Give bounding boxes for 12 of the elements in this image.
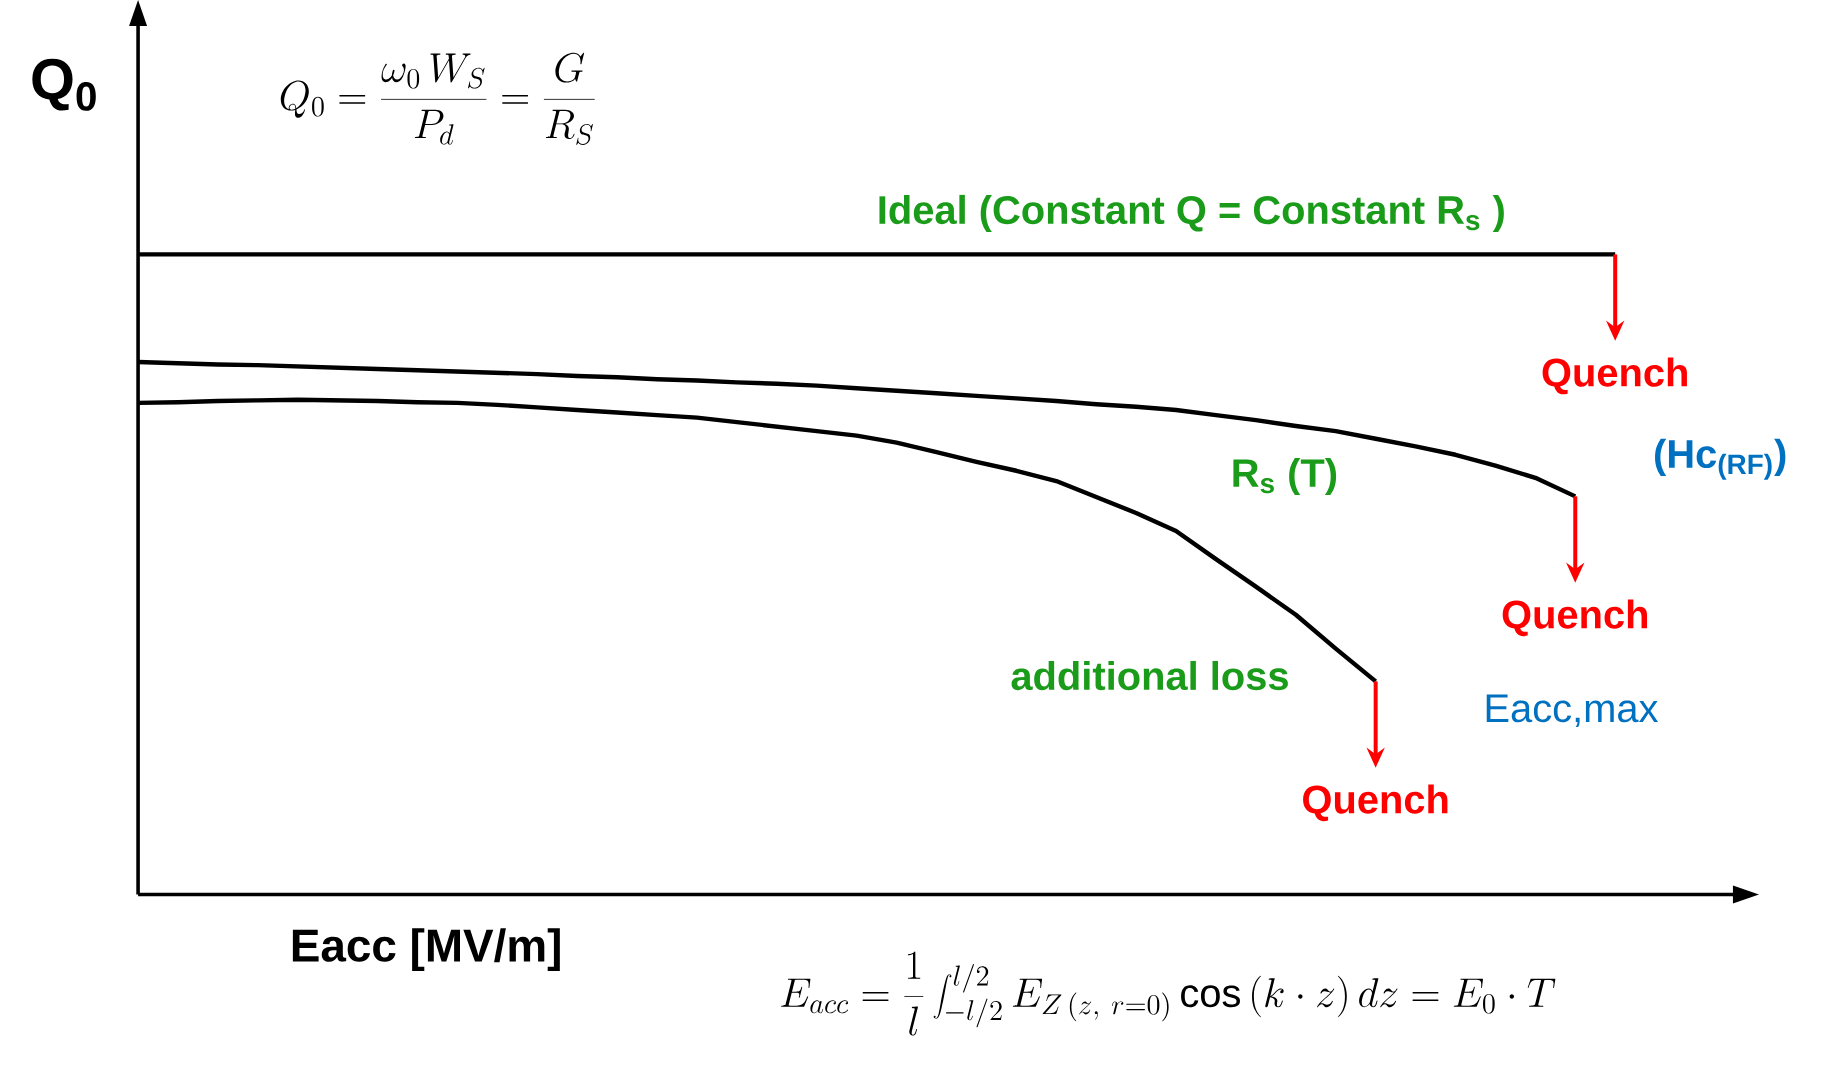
annotation: (Hc$_{(RF)}$) (1655, 439, 1786, 480)
series-label: R$_{s}$ (T) (1233, 458, 1337, 496)
series-label: Ideal (Constant Q = Constant R$_{s}$ ) (879, 195, 1504, 233)
annotation: Eacc,max (1486, 694, 1659, 728)
y-axis-title: Q$_{0}$ (32, 59, 96, 111)
series-label: additional loss (1011, 661, 1288, 691)
annotation: Quench (1502, 599, 1648, 637)
x-axis-title: Eacc [MV/m] (292, 928, 560, 972)
annotation: Quench (1303, 784, 1448, 822)
text: $E_{acc}=\frac{1}{l}\int_{-l/2}^{l/2}E_{Z\,(z,\ r=0)}\cos\left(k\cdot z\right)dz=E_0\cdot T$ (781, 951, 1556, 1036)
text: $Q_0=\frac{\omega_0\, W_S}{P_d}=\frac{G}{R_S}$ (280, 52, 595, 146)
annotation: Quench (1542, 357, 1687, 395)
